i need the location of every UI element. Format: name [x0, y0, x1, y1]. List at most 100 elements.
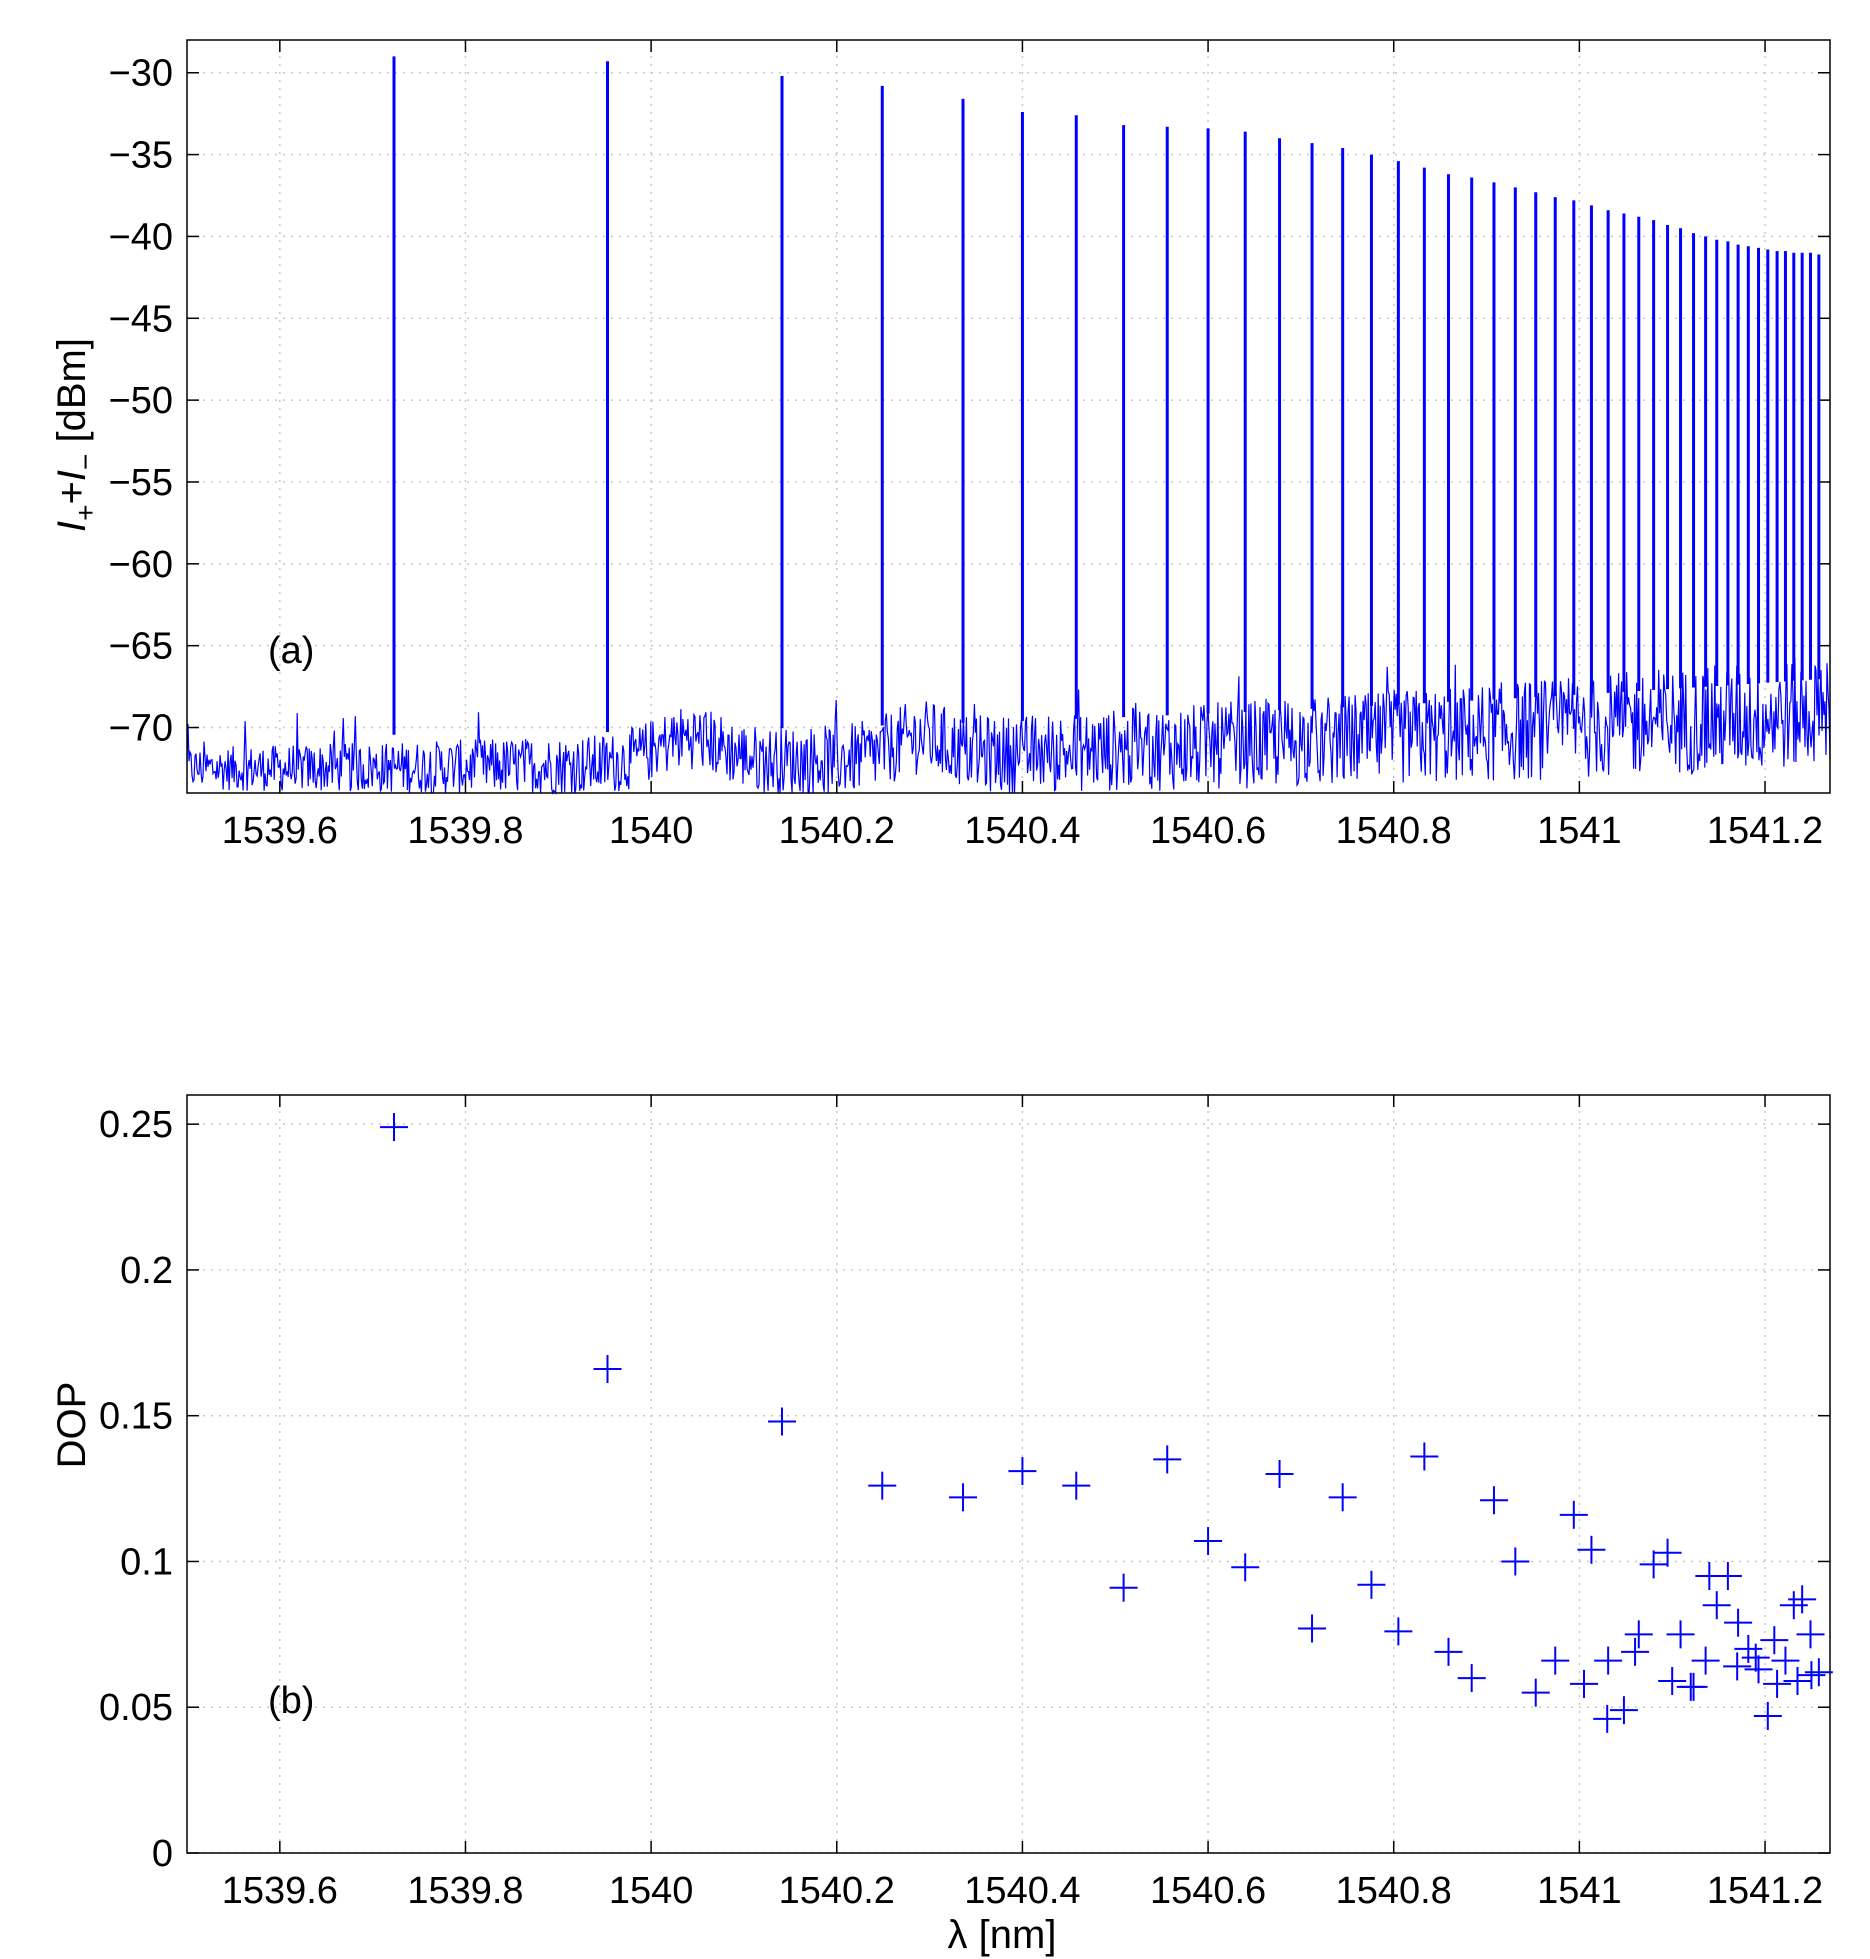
- panel-a-spectrum: 1539.6 1539.8 1540 1540.2 1540.4 1540.6 1540.8…: [50, 39, 1831, 852]
- panel-b-point: [1788, 1585, 1817, 1614]
- b-x-tick-label: 1541: [1537, 1870, 1622, 1912]
- a-y-tick-label: −45: [109, 298, 173, 340]
- a-x-tick-label: 1540.2: [779, 810, 895, 852]
- panel-b-point: [1609, 1696, 1638, 1725]
- panel-b-annotation: (b): [268, 1680, 314, 1722]
- panel-b-point: [1109, 1573, 1138, 1602]
- a-y-tick-label: −60: [109, 544, 173, 586]
- b-y-tick-label: 0.15: [99, 1396, 173, 1438]
- panel-b-point: [1658, 1666, 1687, 1695]
- panel-b-point: [1384, 1617, 1413, 1646]
- a-x-tick-label: 1541: [1537, 810, 1622, 852]
- b-x-tick-label: 1540.6: [1150, 1870, 1266, 1912]
- panel-b-point: [1763, 1669, 1792, 1698]
- panel-a-annotation: (a): [268, 630, 314, 672]
- ylabel-unit: [dBm]: [50, 338, 94, 454]
- panel-a-x-tick-labels: 1539.6 1539.8 1540 1540.2 1540.4 1540.6 1540.8…: [222, 810, 1823, 852]
- panel-b-point: [1624, 1620, 1653, 1649]
- panel-b-point: [1691, 1646, 1720, 1675]
- panel-b-point: [1501, 1547, 1530, 1576]
- ylabel-plus-sign: +: [50, 481, 94, 504]
- panel-b-point: [1594, 1646, 1623, 1675]
- panel-b-point: [1410, 1442, 1439, 1471]
- ylabel-intensity-2: I: [50, 470, 94, 481]
- panel-b-point: [1783, 1666, 1812, 1695]
- panel-b-point: [1479, 1486, 1508, 1515]
- a-x-tick-label: 1539.8: [407, 810, 523, 852]
- panel-b-point: [1723, 1652, 1752, 1681]
- ylabel-sub-plus: +: [70, 504, 101, 520]
- panel-b-point: [1724, 1608, 1753, 1637]
- panel-b-point: [1804, 1658, 1833, 1687]
- b-y-tick-label: 0.25: [99, 1104, 173, 1146]
- panel-b-point: [949, 1483, 978, 1512]
- a-y-tick-label: −70: [109, 708, 173, 750]
- panel-b-point: [1653, 1538, 1682, 1567]
- panel-b-axes-frame: [186, 1094, 1831, 1854]
- b-x-tick-label: 1539.6: [222, 1870, 338, 1912]
- panel-b-point: [1357, 1570, 1386, 1599]
- panel-b-point: [1328, 1483, 1357, 1512]
- ylabel-intensity-1: I: [50, 521, 94, 532]
- panel-a-y-tick-labels: −30 −35 −40 −45 −50 −55 −60 −65 −70: [109, 53, 173, 750]
- b-x-tick-label: 1540.8: [1336, 1870, 1452, 1912]
- panel-b-point: [379, 1113, 408, 1142]
- panel-b-point: [1570, 1669, 1599, 1698]
- panel-b-point: [1577, 1535, 1606, 1564]
- b-x-tick-label: 1541.2: [1707, 1870, 1823, 1912]
- panel-a-peaks: [392, 56, 1821, 735]
- a-x-tick-label: 1539.6: [222, 810, 338, 852]
- panel-a-axes-frame: [186, 39, 1831, 794]
- a-x-tick-label: 1540.6: [1150, 810, 1266, 852]
- panel-b-point: [1521, 1678, 1550, 1707]
- panel-b-point: [1676, 1672, 1705, 1701]
- panel-b-point: [1639, 1550, 1668, 1579]
- panel-b-point: [1753, 1701, 1782, 1730]
- panel-b-point: [1265, 1460, 1294, 1488]
- a-x-tick-label: 1540: [609, 810, 694, 852]
- panel-b-x-axis-label: λ [nm]: [948, 1913, 1057, 1957]
- panel-b-point: [1194, 1527, 1223, 1556]
- panel-a-y-axis-label: I++I− [dBm]: [50, 338, 101, 532]
- a-x-tick-label: 1541.2: [1707, 810, 1823, 852]
- panel-b-point: [1796, 1620, 1825, 1649]
- panel-b-point: [768, 1407, 797, 1436]
- panel-b-point: [1741, 1643, 1770, 1672]
- a-y-tick-label: −50: [109, 380, 173, 422]
- b-x-tick-label: 1540.2: [779, 1870, 895, 1912]
- panel-b-point: [1559, 1500, 1588, 1529]
- panel-b-point: [1771, 1646, 1800, 1675]
- panel-b-point: [1231, 1553, 1260, 1582]
- panel-b-point: [593, 1355, 622, 1384]
- panel-b-point: [868, 1471, 897, 1500]
- panel-b-point: [1593, 1704, 1622, 1733]
- b-y-tick-label: 0.05: [99, 1687, 173, 1729]
- panel-b-y-tick-labels: 0 0.05 0.1 0.15 0.2 0.25: [99, 1104, 173, 1875]
- panel-b-point: [1153, 1445, 1182, 1474]
- b-x-tick-label: 1540.4: [964, 1870, 1080, 1912]
- panel-b-point: [1541, 1646, 1570, 1675]
- a-x-tick-label: 1540.4: [964, 810, 1080, 852]
- panel-b-point: [1434, 1637, 1463, 1666]
- a-axes-box: [186, 39, 1831, 794]
- b-y-tick-label: 0.1: [120, 1541, 173, 1583]
- panel-b-point: [1298, 1614, 1327, 1643]
- a-y-tick-label: −30: [109, 53, 173, 95]
- panel-b-point: [1744, 1655, 1773, 1684]
- panel-b-point: [1062, 1471, 1091, 1500]
- panel-b-point: [1621, 1637, 1650, 1666]
- a-y-tick-label: −40: [109, 216, 173, 258]
- a-y-tick-label: −65: [109, 626, 173, 668]
- panel-b-point: [1797, 1661, 1826, 1690]
- b-axes-box: [186, 1094, 1831, 1854]
- b-x-tick-label: 1540: [609, 1870, 694, 1912]
- panel-b-points: [379, 1113, 1833, 1733]
- a-y-tick-label: −35: [109, 135, 173, 177]
- panel-b-point: [1695, 1562, 1724, 1591]
- a-x-tick-label: 1540.8: [1336, 810, 1452, 852]
- b-x-tick-label: 1539.8: [407, 1870, 523, 1912]
- b-y-tick-label: 0: [152, 1833, 173, 1875]
- panel-b-dop: 1539.6 1539.8 1540 1540.2 1540.4 1540.6 1540.8…: [50, 1094, 1833, 1957]
